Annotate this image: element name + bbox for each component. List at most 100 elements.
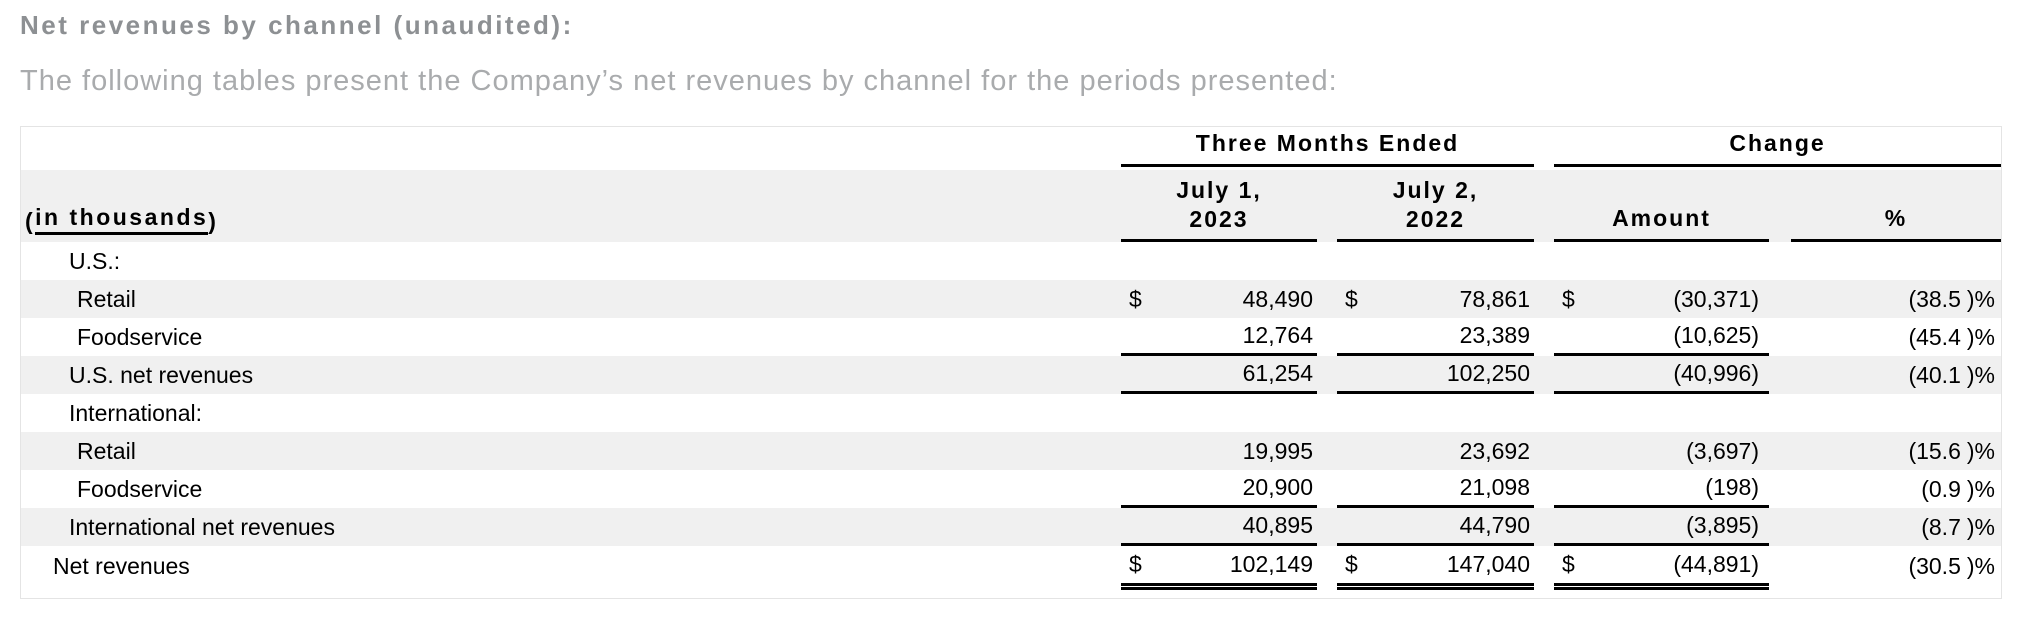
value-2022: 44,790: [1337, 508, 1534, 546]
change-amount: (198): [1554, 470, 1769, 508]
change-percent-value: (8.7: [1921, 513, 1961, 540]
row-label: U.S.:: [69, 247, 121, 274]
change-percent-value: (38.5: [1908, 285, 1961, 312]
column-gap: [1769, 318, 1791, 356]
column-gap: [1317, 432, 1337, 470]
change-percent: [1791, 242, 2001, 280]
row-label: Net revenues: [53, 552, 190, 579]
column-gap: [1317, 242, 1337, 280]
col-group-change: Change: [1554, 127, 2001, 167]
units-note: (in thousands): [21, 170, 1121, 242]
currency-symbol: $: [1129, 551, 1142, 577]
column-gap: [1534, 470, 1554, 508]
col-header-line1: July 2,: [1392, 176, 1479, 203]
net-revenues-table: Three Months Ended Change (in thousands)…: [20, 126, 2002, 599]
currency-symbol: $: [1345, 551, 1358, 577]
value-2023-value: 48,490: [1242, 285, 1313, 312]
column-gap: [1769, 170, 1791, 242]
page-subtitle: The following tables present the Company…: [20, 65, 1338, 97]
change-amount-value: (3,697): [1686, 437, 1759, 464]
column-gap: [1534, 394, 1554, 432]
col-header-line2: 2022: [1405, 205, 1466, 232]
value-2023: [1121, 394, 1317, 432]
column-gap: [1769, 432, 1791, 470]
value-2023: 12,764: [1121, 318, 1317, 356]
change-percent-value: (15.6: [1908, 437, 1961, 464]
column-gap: [1769, 508, 1791, 546]
value-2022: 21,098: [1337, 470, 1534, 508]
percent-close-paren: )%: [1966, 361, 1995, 388]
value-2022: $147,040: [1337, 546, 1534, 590]
column-gap: [1534, 280, 1554, 318]
value-2022: $78,861: [1337, 280, 1534, 318]
value-2022: [1337, 394, 1534, 432]
column-gap: [1534, 432, 1554, 470]
change-percent: (0.9)%: [1791, 470, 2001, 508]
row-label: Foodservice: [77, 475, 203, 502]
column-gap: [1534, 170, 1554, 242]
change-amount: $ (30,371): [1554, 280, 1769, 318]
units-text: in thousands: [35, 204, 209, 235]
change-amount: (3,697): [1554, 432, 1769, 470]
col-header-percent: %: [1791, 170, 2001, 242]
column-gap: [1317, 508, 1337, 546]
table-row: Retail $48,490 $78,861 $ (30,371) (38.5)%: [21, 280, 2001, 318]
column-gap: [1769, 242, 1791, 280]
column-gap: [1534, 318, 1554, 356]
table-row: International:: [21, 394, 2001, 432]
currency-symbol: $: [1562, 285, 1575, 312]
table-row: Foodservice 12,764 23,389 (10,625) (45.4)%: [21, 318, 2001, 356]
page-title: Net revenues by channel (unaudited):: [20, 10, 574, 40]
col-header-july-1-2023: July 1, 2023: [1121, 170, 1317, 242]
table-row: Net revenues $102,149 $147,040 $ (44,891) (30…: [21, 546, 2001, 590]
units-open-paren: (: [25, 208, 36, 234]
row-label: U.S. net revenues: [69, 361, 254, 388]
column-gap: [1769, 280, 1791, 318]
value-2022-value: 147,040: [1446, 551, 1530, 577]
column-gap: [1317, 356, 1337, 394]
value-2023-value: 20,900: [1242, 474, 1313, 500]
row-label: Foodservice: [77, 323, 203, 350]
change-percent: (38.5)%: [1791, 280, 2001, 318]
value-2023: 61,254: [1121, 356, 1317, 394]
change-percent-value: (40.1: [1908, 361, 1961, 388]
column-gap: [1769, 546, 1791, 586]
value-2022-value: 23,389: [1459, 322, 1530, 348]
value-2022: [1337, 242, 1534, 280]
column-gap: [1769, 470, 1791, 508]
value-2022-value: 21,098: [1459, 474, 1530, 500]
percent-close-paren: )%: [1966, 475, 1995, 502]
column-gap: [1534, 127, 1554, 167]
col-group-three-months-ended: Three Months Ended: [1121, 127, 1534, 167]
table-header-groups-row: Three Months Ended Change: [21, 127, 2001, 167]
value-2023-value: 12,764: [1242, 322, 1313, 348]
value-2023: 20,900: [1121, 470, 1317, 508]
change-percent: (8.7)%: [1791, 508, 2001, 546]
value-2023: 19,995: [1121, 432, 1317, 470]
change-amount: [1554, 394, 1769, 432]
table-row: U.S.:: [21, 242, 2001, 280]
change-amount-value: (40,996): [1673, 360, 1759, 386]
row-label: International net revenues: [69, 513, 335, 540]
col-header-amount: Amount: [1554, 170, 1769, 242]
change-amount-value: (10,625): [1673, 322, 1759, 348]
change-percent-value: (0.9: [1921, 475, 1961, 502]
percent-close-paren: )%: [1966, 552, 1995, 579]
value-2023-value: 102,149: [1229, 551, 1313, 577]
change-amount: $ (44,891): [1554, 546, 1769, 590]
value-2022: 102,250: [1337, 356, 1534, 394]
document-page: Net revenues by channel (unaudited): The…: [20, 10, 2002, 599]
table-row: U.S. net revenues 61,254 102,250 (40,996) (4…: [21, 356, 2001, 394]
column-gap: [1534, 508, 1554, 546]
value-2022-value: 102,250: [1446, 360, 1530, 386]
change-amount-value: (3,895): [1686, 512, 1759, 538]
change-percent-value: (45.4: [1908, 323, 1961, 350]
header-spacer: [21, 127, 1121, 167]
row-label: Retail: [77, 285, 136, 312]
value-2023-value: 40,895: [1242, 512, 1313, 538]
column-gap: [1534, 356, 1554, 394]
column-gap: [1317, 394, 1337, 432]
value-2022: 23,692: [1337, 432, 1534, 470]
col-header-line1: July 1,: [1176, 176, 1262, 203]
change-amount: (3,895): [1554, 508, 1769, 546]
